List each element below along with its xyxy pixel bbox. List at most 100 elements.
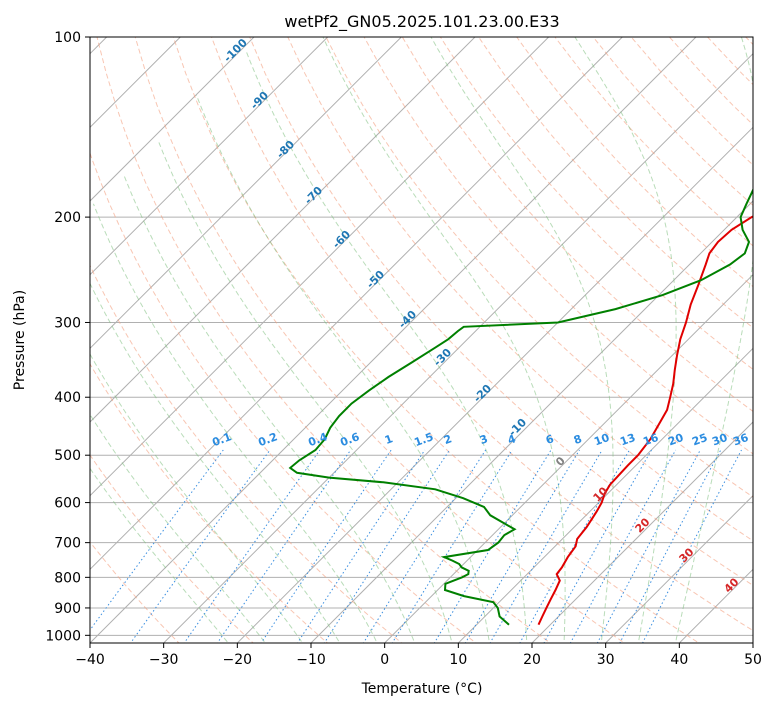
mixing-ratio-label: 6 <box>544 432 556 447</box>
isotherm-label: -50 <box>364 268 387 291</box>
moist-adiabat <box>90 282 341 643</box>
dry-adiabat <box>745 37 753 46</box>
series-layer <box>288 188 753 626</box>
isoline-labels: -100-90-80-70-60-50-40-30-20-10010203040… <box>210 36 750 596</box>
mixing-ratio-label: 36 <box>731 431 750 449</box>
isotherm-label: 40 <box>722 575 742 595</box>
isotherm-line <box>531 421 753 643</box>
isotherm-line <box>90 37 402 350</box>
dry-adiabat <box>363 37 753 455</box>
isotherm-label: 30 <box>677 545 697 565</box>
moist-adiabat <box>158 142 453 643</box>
mixing-ratio-line <box>183 449 321 643</box>
mixing-ratio-line <box>489 449 603 643</box>
isotherm-label: -90 <box>248 89 271 112</box>
mixing-ratio-label: 20 <box>666 431 685 449</box>
x-tick-label: 10 <box>449 652 467 668</box>
isotherm-label: -80 <box>274 138 297 161</box>
isotherm-label: -60 <box>330 228 353 251</box>
isotherm-line <box>384 273 753 643</box>
dry-adiabat <box>172 37 700 643</box>
isotherm-line <box>90 37 697 643</box>
isotherm-line <box>752 642 753 643</box>
x-tick-label: −10 <box>296 652 326 668</box>
dry-adiabat <box>249 37 753 586</box>
x-tick-label: −40 <box>75 652 105 668</box>
mixing-ratio-label: 10 <box>592 431 611 449</box>
y-tick-label: 1000 <box>45 628 81 644</box>
moist-adiabat <box>674 37 753 643</box>
moist-adiabat <box>195 94 490 643</box>
x-tick-label: −20 <box>223 652 253 668</box>
isotherm-line <box>90 37 255 202</box>
dry-adiabat <box>134 37 626 643</box>
background-lines <box>90 37 753 643</box>
y-axis-label: Pressure (hPa) <box>12 290 28 390</box>
isotherm-label: -100 <box>221 36 250 65</box>
dewpoint-profile <box>288 188 753 626</box>
x-tick-label: 40 <box>670 652 688 668</box>
mixing-ratio-line <box>323 449 451 643</box>
moist-adiabat <box>123 174 416 643</box>
isotherm-label: 20 <box>633 515 653 535</box>
chart-title: wetPf2_GN05.2025.101.23.00.E33 <box>284 12 559 32</box>
mixing-ratio-label: 3 <box>478 432 490 447</box>
y-tick-label: 300 <box>54 315 81 331</box>
mixing-ratio-line <box>260 449 392 643</box>
x-axis-label: Temperature (°C) <box>361 681 483 697</box>
x-tick-label: 50 <box>744 652 762 668</box>
y-tick-label: 100 <box>54 30 81 46</box>
mixing-ratio-label: 25 <box>690 431 709 448</box>
x-tick-label: 20 <box>523 652 541 668</box>
mixing-ratio-line <box>391 449 513 643</box>
mixing-ratio-label: 1.5 <box>412 430 435 449</box>
mixing-ratio-line <box>129 449 271 643</box>
mixing-ratio-label: 4 <box>506 432 518 447</box>
dry-adiabat <box>325 37 753 498</box>
y-tick-label: 200 <box>54 210 81 226</box>
mixing-ratio-label: 0.6 <box>338 430 361 449</box>
isotherm-label: -70 <box>302 184 325 207</box>
moist-adiabat <box>574 37 677 643</box>
y-tick-label: 400 <box>54 390 81 406</box>
dry-adiabat <box>401 37 753 412</box>
dry-adiabat <box>90 454 254 643</box>
x-axis: −40 −30 −20 −10 0 10 20 30 40 50 <box>75 643 762 668</box>
moist-adiabat <box>92 203 378 643</box>
mixing-ratio-line <box>433 449 552 643</box>
mixing-ratio-line <box>543 449 652 643</box>
dry-adiabat <box>478 37 753 329</box>
moist-adiabat <box>430 37 614 643</box>
mixing-ratio-line <box>362 449 487 643</box>
isotherm-line <box>90 37 476 423</box>
plot-frame <box>89 36 754 644</box>
mixing-ratio-line <box>464 449 580 643</box>
mixing-ratio-label: 13 <box>618 431 637 448</box>
mixing-ratio-label: 2 <box>442 432 454 447</box>
moist-adiabat <box>90 467 229 643</box>
mixing-ratio-line <box>619 449 722 643</box>
mixing-ratio-line <box>296 449 426 643</box>
dry-adiabat <box>287 37 753 542</box>
mixing-ratio-label: 8 <box>572 432 584 447</box>
mixing-ratio-label: 0.2 <box>256 430 279 449</box>
mixing-ratio-label: 0.4 <box>306 430 329 449</box>
y-axis: 100 200 300 400 500 600 700 800 900 1000 <box>45 30 90 644</box>
y-tick-label: 700 <box>54 536 81 552</box>
x-tick-label: 30 <box>597 652 615 668</box>
isotherm-label: -20 <box>471 382 494 405</box>
mixing-ratio-label: 30 <box>710 431 729 449</box>
y-tick-label: 800 <box>54 570 81 586</box>
dry-adiabat <box>90 264 403 643</box>
moist-adiabat <box>322 37 566 643</box>
moist-adiabat <box>90 353 304 643</box>
isotherm-line <box>90 37 329 276</box>
mixing-ratio-line <box>569 449 677 643</box>
mixing-ratio-label: 1 <box>383 432 395 447</box>
isotherm-line <box>90 37 550 497</box>
temperature-profile <box>537 215 753 626</box>
dry-adiabat <box>707 37 753 86</box>
isotherm-line <box>457 347 753 643</box>
mixing-ratio-label: 0.1 <box>210 430 233 449</box>
